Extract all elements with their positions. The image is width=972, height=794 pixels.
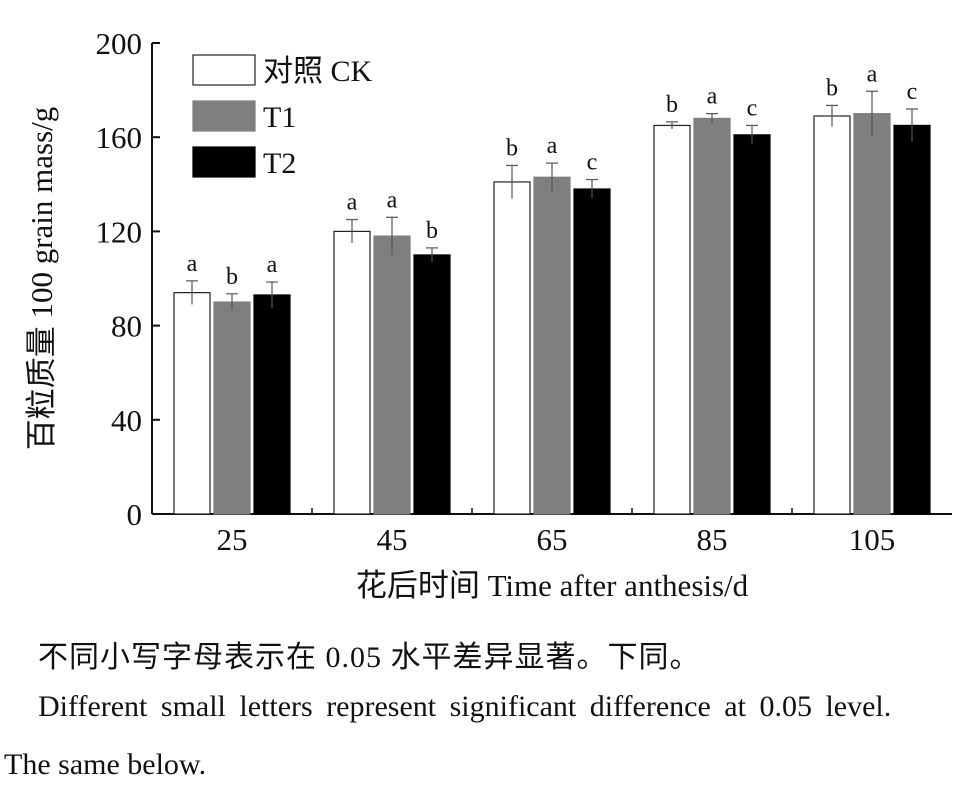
bar [693, 117, 731, 515]
significance-letter: c [747, 95, 758, 121]
bar [253, 294, 291, 515]
bar [373, 235, 411, 515]
bar-chart: 0 40 80 120 160 200 25 a b a 45 a a b 65 b a c 85 b a c 105 b a c… [24, 26, 952, 603]
bar [813, 115, 851, 515]
x-tick-label: 105 [849, 522, 896, 557]
x-tick-label: 65 [537, 522, 568, 557]
bar [493, 181, 531, 515]
x-tick-label: 25 [217, 522, 248, 557]
bar [733, 134, 771, 515]
legend-label: T2 [263, 147, 296, 180]
bar [333, 230, 371, 515]
bar [173, 292, 211, 515]
y-axis-label: 百粒质量 100 grain mass/g [24, 107, 59, 451]
significance-letter: a [347, 190, 358, 216]
significance-letter: c [587, 150, 598, 176]
y-tick-label: 40 [111, 403, 142, 438]
bar [653, 124, 691, 515]
significance-letter: b [826, 75, 838, 101]
bar [573, 188, 611, 515]
significance-letter: c [907, 79, 918, 105]
bar [893, 124, 931, 515]
bar [413, 254, 451, 515]
significance-letter: a [187, 251, 198, 277]
bar [533, 176, 571, 515]
significance-letter: b [226, 264, 238, 290]
bar [853, 113, 891, 515]
significance-letter: b [426, 218, 438, 244]
significance-letter: a [867, 61, 878, 87]
footnote-english-line-1: Different small letters represent signif… [38, 690, 892, 723]
y-tick-label: 0 [127, 497, 143, 532]
significance-letter: b [666, 92, 678, 118]
y-tick-label: 160 [96, 120, 143, 155]
legend-swatch [192, 54, 256, 86]
x-tick-label: 85 [697, 522, 728, 557]
significance-letter: a [547, 133, 558, 159]
legend-swatch [192, 146, 256, 178]
footnote-english-line-2: The same below. [4, 748, 207, 781]
bar [213, 301, 251, 515]
y-tick-label: 200 [96, 26, 143, 61]
significance-letter: b [506, 135, 518, 161]
legend-label: T1 [263, 101, 296, 134]
y-tick-label: 80 [111, 309, 142, 344]
y-tick-label: 120 [96, 214, 143, 249]
footnote-chinese: 不同小写字母表示在 0.05 水平差异显著。下同。 [38, 641, 701, 674]
x-tick-label: 45 [377, 522, 408, 557]
significance-letter: a [387, 187, 398, 213]
x-axis-label: 花后时间 Time after anthesis/d [356, 568, 749, 603]
significance-letter: a [707, 84, 718, 110]
legend-label: 对照 CK [263, 55, 373, 88]
significance-letter: a [267, 252, 278, 278]
legend-swatch [192, 100, 256, 132]
